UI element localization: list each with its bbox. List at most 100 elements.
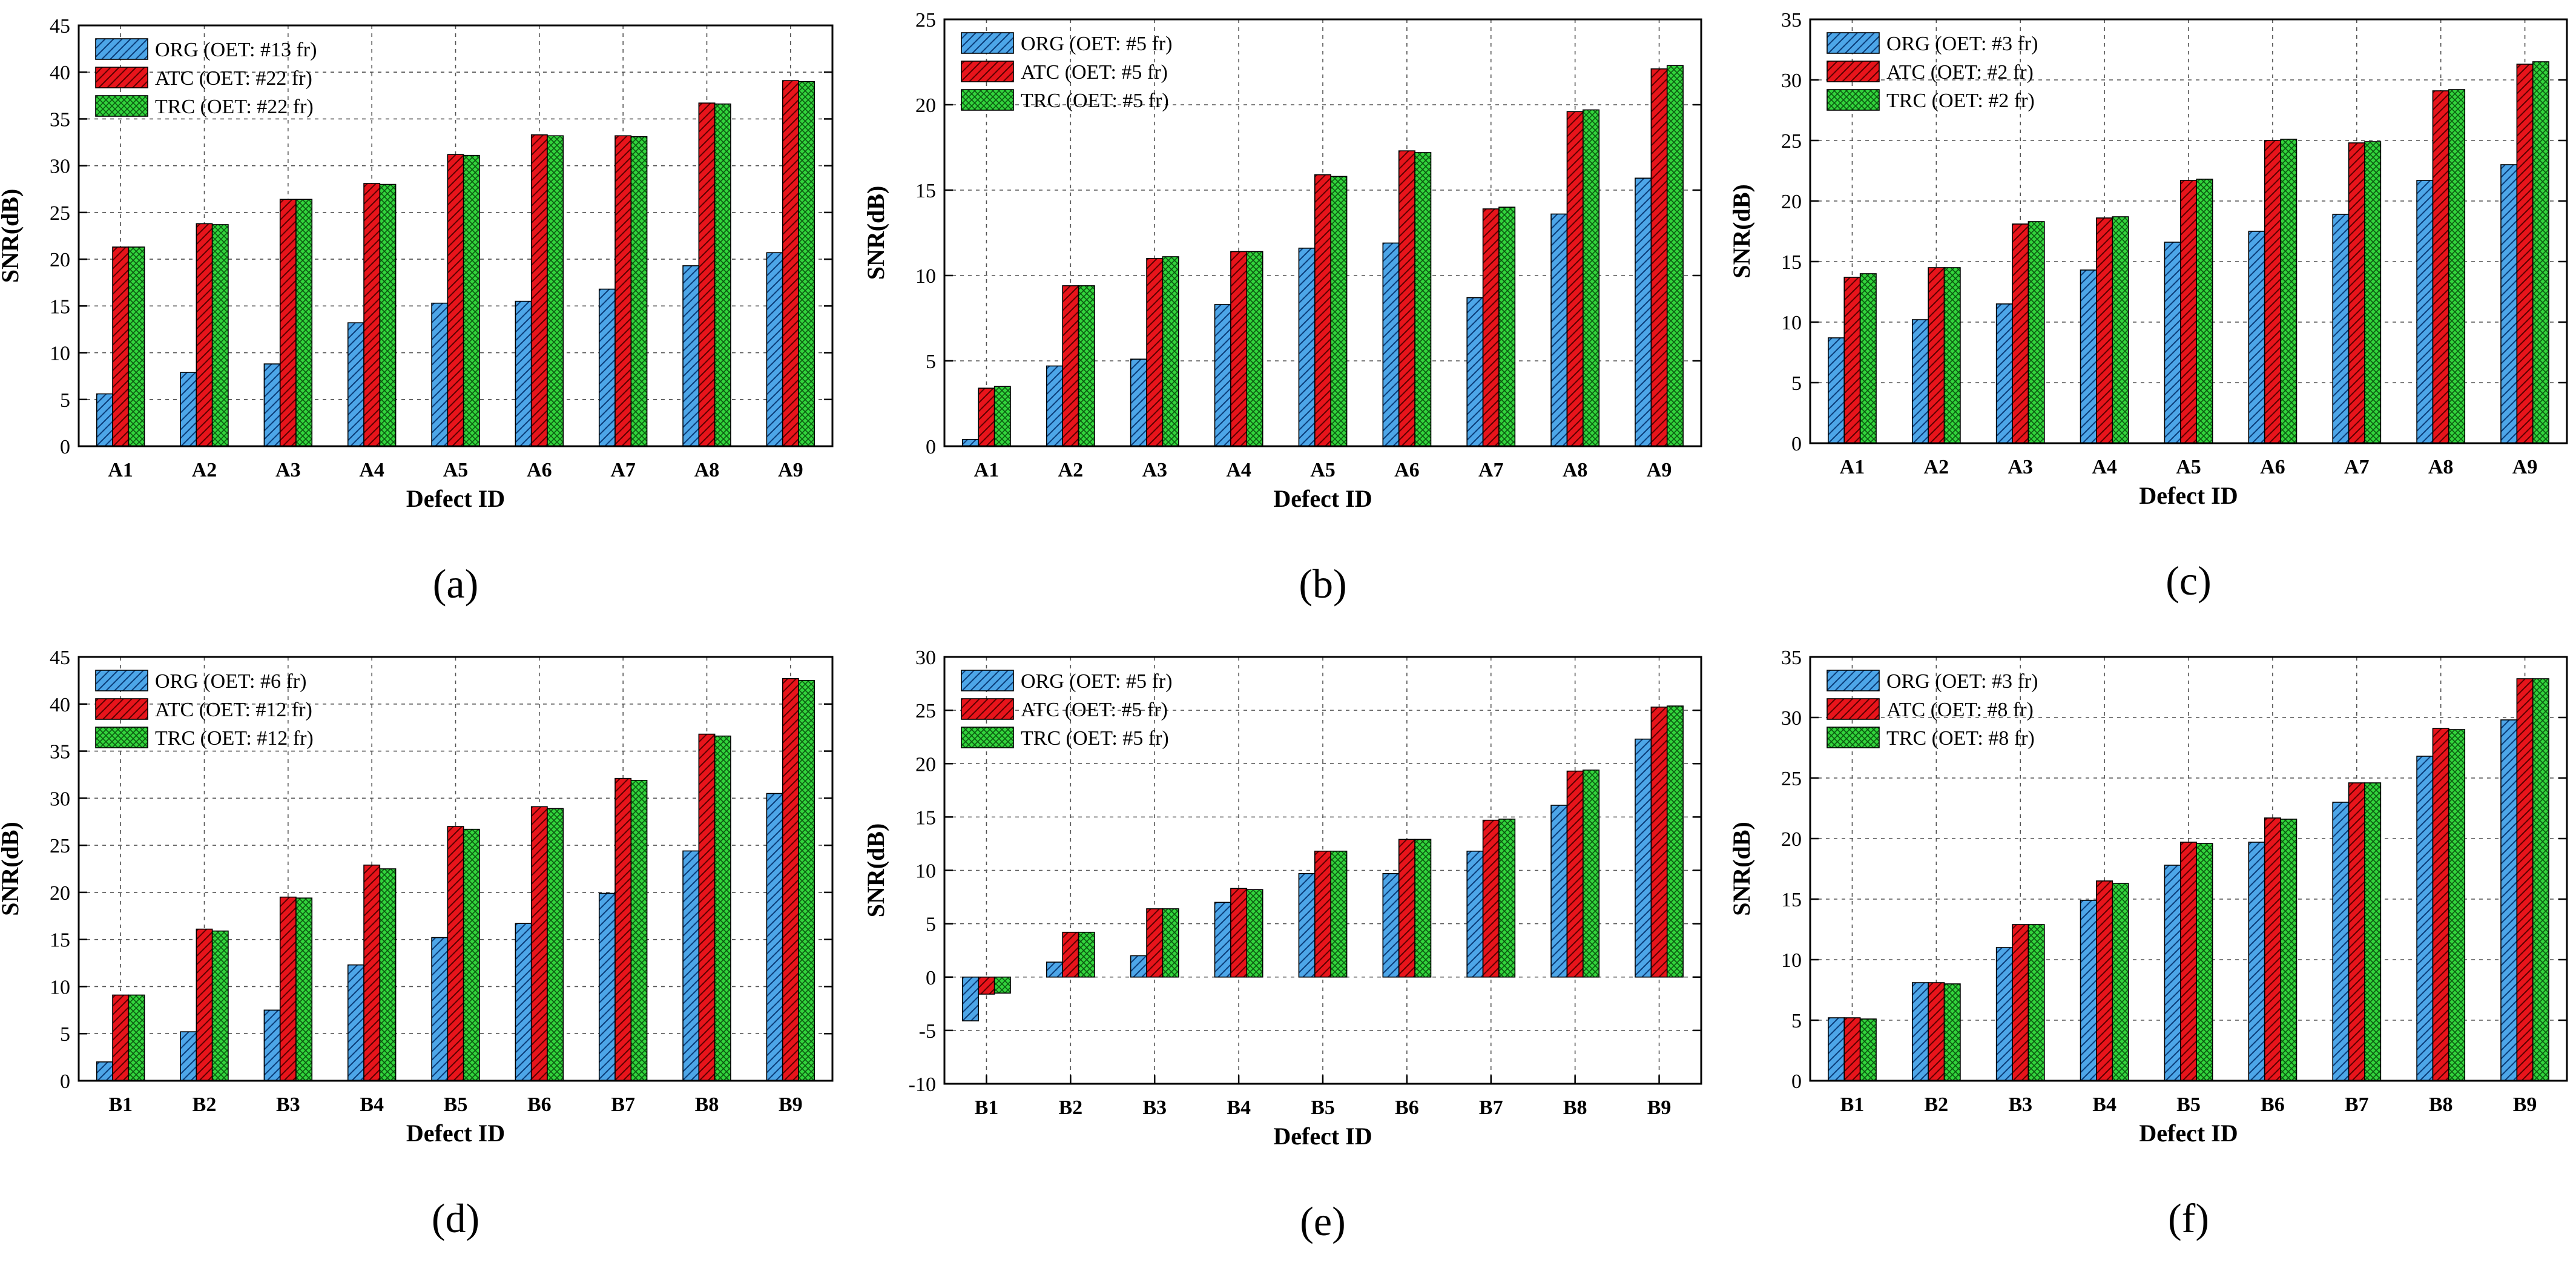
bar-trc-A6: [1414, 152, 1432, 447]
plot-frame: [1809, 18, 2568, 444]
x-tick-label-B9: B9: [779, 1093, 803, 1116]
y-tick-label: 5: [1791, 372, 1802, 395]
legend-swatch-atc: [1827, 698, 1880, 720]
bar-org-A5: [431, 302, 449, 447]
bar-org-A2: [1911, 319, 1929, 444]
bar-atc-B7: [614, 777, 632, 1081]
bar-org-A9: [766, 252, 783, 447]
bar-org-B9: [1635, 738, 1652, 978]
bar-atc-B3: [2012, 924, 2029, 1081]
bar-trc-B3: [2028, 924, 2045, 1081]
y-tick-label: 10: [915, 860, 936, 883]
x-tick-label-A1: A1: [108, 459, 133, 481]
bar-trc-B9: [798, 680, 815, 1081]
y-tick-label: 20: [50, 882, 70, 905]
x-tick-label-A9: A9: [2512, 456, 2538, 478]
bar-trc-A7: [630, 136, 648, 447]
bar-trc-A8: [714, 103, 731, 447]
x-tick-label-B8: B8: [1563, 1096, 1587, 1119]
bar-trc-B4: [379, 868, 397, 1081]
plot-frame: [1809, 656, 2568, 1082]
y-tick-label: 0: [60, 1070, 70, 1093]
legend-label-trc: TRC (OET: #8 fr): [1886, 727, 2035, 750]
y-tick-label: 25: [50, 202, 70, 225]
bar-trc-B5: [1330, 850, 1348, 978]
bar-trc-B7: [630, 779, 648, 1081]
bar-org-B4: [347, 964, 364, 1081]
y-tick-label: 15: [915, 180, 936, 202]
y-tick-label: 0: [1791, 433, 1802, 455]
bar-org-A1: [962, 438, 980, 447]
x-tick-label-B5: B5: [444, 1093, 468, 1116]
y-axis-title: SNR(dB): [0, 822, 24, 916]
legend-label-atc: ATC (OET: #2 fr): [1886, 61, 2034, 84]
bar-atc-B2: [1062, 931, 1079, 978]
y-axis-title: SNR(dB): [862, 823, 889, 918]
bar-trc-A2: [1943, 267, 1961, 444]
x-tick-label-B3: B3: [1142, 1096, 1167, 1119]
bar-org-A5: [1298, 248, 1316, 447]
legend-swatch-org: [1827, 32, 1880, 54]
plot-frame: [77, 24, 834, 447]
bar-trc-B4: [1246, 889, 1263, 978]
bar-org-B6: [515, 923, 532, 1081]
y-tick-label: 0: [1791, 1070, 1802, 1093]
bar-org-B3: [263, 1009, 281, 1081]
bar-atc-A6: [530, 134, 548, 447]
bar-org-B8: [2416, 756, 2434, 1081]
bar-atc-A6: [1398, 150, 1415, 447]
bar-atc-B4: [1230, 888, 1248, 978]
x-tick-label-B7: B7: [1479, 1096, 1503, 1119]
legend-label-org: ORG (OET: #3 fr): [1886, 670, 2038, 693]
bar-trc-A1: [993, 386, 1011, 447]
bar-atc-B5: [447, 826, 464, 1081]
bar-atc-A9: [1650, 68, 1668, 447]
legend-swatch-org: [95, 38, 148, 60]
y-tick-label: -5: [919, 1020, 936, 1043]
bar-trc-A1: [128, 246, 145, 447]
y-tick-label: 20: [1781, 828, 1802, 851]
bar-atc-A3: [1146, 257, 1164, 447]
bar-org-A2: [180, 372, 197, 447]
bar-trc-A2: [211, 224, 229, 447]
y-tick-label: 10: [1781, 949, 1802, 972]
legend-label-org: ORG (OET: #6 fr): [155, 670, 306, 693]
bar-atc-B4: [363, 864, 381, 1081]
bar-trc-B7: [2364, 782, 2382, 1081]
legend-swatch-org: [95, 670, 148, 691]
x-tick-label-A3: A3: [2008, 456, 2033, 478]
bar-trc-A5: [463, 154, 480, 447]
bar-atc-B7: [2348, 782, 2365, 1081]
y-tick-label: 25: [50, 835, 70, 857]
legend-label-atc: ATC (OET: #8 fr): [1886, 699, 2034, 721]
bar-org-B5: [431, 937, 449, 1081]
bar-trc-A3: [295, 199, 313, 447]
bar-atc-A3: [279, 199, 297, 447]
x-tick-label-B4: B4: [1227, 1096, 1251, 1119]
legend-label-atc: ATC (OET: #5 fr): [1021, 699, 1168, 721]
bar-atc-A4: [363, 183, 381, 447]
bar-atc-B5: [2180, 842, 2197, 1081]
x-tick-label-B9: B9: [1647, 1096, 1672, 1119]
bar-trc-B2: [211, 930, 229, 1081]
bar-org-A1: [96, 393, 113, 447]
bar-trc-B4: [2112, 883, 2129, 1081]
bar-org-B4: [2080, 900, 2097, 1081]
y-tick-label: 15: [1781, 889, 1802, 911]
y-tick-label: 25: [915, 9, 936, 31]
bar-org-B7: [1466, 850, 1484, 978]
x-tick-label-A4: A4: [2092, 456, 2117, 478]
bar-atc-B7: [1482, 819, 1500, 978]
bar-atc-B3: [279, 896, 297, 1081]
legend-swatch-trc: [1827, 727, 1880, 748]
bar-org-B6: [2248, 842, 2265, 1081]
x-tick-label-A9: A9: [778, 459, 803, 481]
x-tick-label-B5: B5: [2176, 1093, 2201, 1116]
legend-label-trc: TRC (OET: #2 fr): [1886, 90, 2035, 112]
bar-atc-B9: [2516, 678, 2534, 1081]
y-tick-label: -10: [909, 1073, 936, 1096]
legend-label-trc: TRC (OET: #12 fr): [155, 727, 314, 750]
legend-label-atc: ATC (OET: #5 fr): [1021, 61, 1168, 84]
bar-atc-B9: [1650, 707, 1668, 978]
